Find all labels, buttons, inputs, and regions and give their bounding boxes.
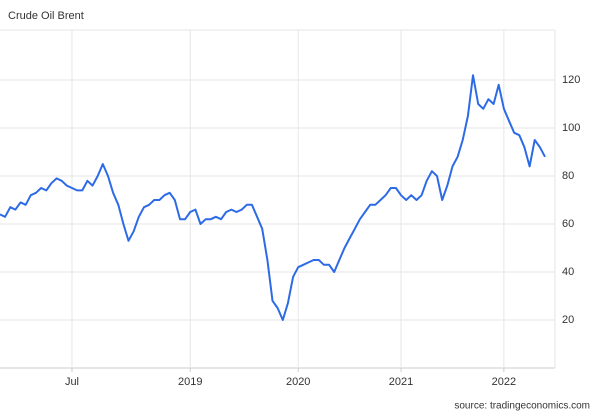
- y-tick-label: 80: [562, 170, 574, 182]
- price-line: [0, 74, 546, 321]
- x-tick-label: 2021: [389, 376, 413, 388]
- y-tick-label: 20: [562, 314, 574, 326]
- y-tick-label: 40: [562, 266, 574, 278]
- chart-title: Crude Oil Brent: [8, 10, 84, 22]
- y-tick-label: 100: [562, 122, 580, 134]
- y-tick-label: 60: [562, 218, 574, 230]
- source: source: tradingeconomics.com: [454, 401, 590, 412]
- x-tick-label: 2020: [286, 376, 310, 388]
- y-tick-label: 120: [562, 74, 580, 86]
- x-tick-label: 2019: [178, 376, 202, 388]
- x-tick-label: 2022: [492, 376, 516, 388]
- x-tick-label: Jul: [65, 376, 79, 388]
